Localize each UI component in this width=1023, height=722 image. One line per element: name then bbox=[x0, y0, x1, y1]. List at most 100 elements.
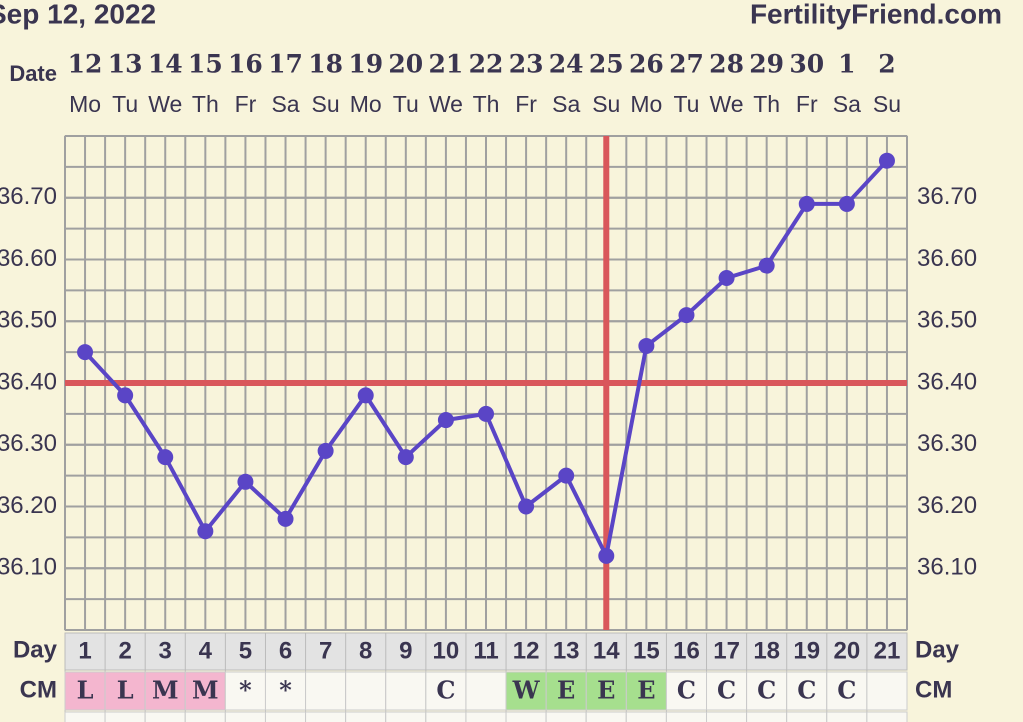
cm-value: C bbox=[797, 676, 816, 705]
day-number: 2 bbox=[118, 637, 131, 664]
cm-cell bbox=[505, 671, 547, 711]
date-label: 30 bbox=[789, 50, 824, 79]
day-number: 9 bbox=[399, 637, 412, 664]
date-label: 1 bbox=[838, 50, 855, 79]
weekday-label: Fr bbox=[796, 91, 818, 117]
day-number: 6 bbox=[279, 637, 292, 664]
temperature-point bbox=[77, 344, 94, 361]
date-label: 12 bbox=[68, 50, 103, 79]
date-label: 25 bbox=[589, 50, 624, 79]
weekday-label: Tu bbox=[112, 91, 138, 117]
next-cell bbox=[826, 711, 868, 722]
temperature-point bbox=[558, 467, 575, 484]
y-tick-label: 36.20 bbox=[917, 492, 977, 519]
day-number: 4 bbox=[199, 637, 213, 664]
cm-value: E bbox=[597, 676, 615, 705]
temperature-point bbox=[397, 449, 414, 466]
day-number: 19 bbox=[793, 637, 820, 664]
date-label: 17 bbox=[268, 50, 303, 79]
day-number: 1 bbox=[78, 637, 91, 664]
next-cell bbox=[786, 711, 828, 722]
row-label: CM bbox=[915, 676, 952, 703]
cm-value: C bbox=[837, 676, 856, 705]
y-tick-label: 36.70 bbox=[917, 183, 977, 210]
y-tick-label: 36.10 bbox=[0, 554, 57, 581]
chart-title: Sep 12, 2022 bbox=[0, 0, 156, 29]
temperature-point bbox=[638, 337, 655, 354]
cm-value: W bbox=[512, 676, 541, 705]
y-tick-label: 36.20 bbox=[0, 492, 57, 519]
cm-cell bbox=[345, 671, 387, 711]
weekday-label: We bbox=[429, 91, 463, 117]
date-label: Date bbox=[9, 61, 57, 86]
date-label: 24 bbox=[549, 50, 584, 79]
temperature-point bbox=[798, 195, 815, 212]
day-number: 11 bbox=[473, 637, 498, 664]
day-number: 12 bbox=[513, 637, 540, 664]
next-cell bbox=[465, 711, 507, 722]
weekday-label: Th bbox=[753, 91, 780, 117]
cm-cell bbox=[706, 671, 748, 711]
weekday-label: Tu bbox=[673, 91, 699, 117]
y-tick-label: 36.30 bbox=[917, 430, 977, 457]
next-cell bbox=[625, 711, 667, 722]
y-tick-label: 36.10 bbox=[917, 554, 977, 581]
row-label: Day bbox=[13, 636, 58, 663]
date-label: 14 bbox=[148, 50, 183, 79]
weekday-label: Mo bbox=[630, 91, 662, 117]
cm-cell bbox=[585, 671, 627, 711]
y-tick-label: 36.70 bbox=[0, 183, 57, 210]
cm-value: * bbox=[279, 676, 292, 705]
cm-cell bbox=[866, 671, 908, 711]
next-cell bbox=[224, 711, 266, 722]
temperature-point bbox=[758, 257, 775, 274]
temperature-point bbox=[317, 442, 334, 459]
temperature-point bbox=[478, 405, 494, 422]
next-cell bbox=[305, 711, 347, 722]
y-tick-label: 36.40 bbox=[0, 368, 57, 395]
y-tick-label: 36.30 bbox=[0, 430, 57, 457]
weekday-label: Mo bbox=[69, 91, 101, 117]
weekday-label: Mo bbox=[350, 91, 382, 117]
next-cell bbox=[746, 711, 788, 722]
date-label: 16 bbox=[228, 50, 263, 79]
next-cell bbox=[505, 711, 547, 722]
cm-value: L bbox=[117, 676, 134, 705]
next-cell bbox=[144, 711, 186, 722]
y-tick-label: 36.50 bbox=[0, 307, 57, 334]
temperature-point bbox=[437, 412, 454, 429]
next-cell bbox=[184, 711, 226, 722]
cm-cell bbox=[305, 671, 347, 711]
date-label: 20 bbox=[388, 50, 423, 79]
weekday-label: Fr bbox=[515, 91, 537, 117]
date-label: 2 bbox=[878, 50, 895, 79]
row-label: CM bbox=[20, 676, 57, 703]
next-cell bbox=[706, 711, 748, 722]
y-tick-label: 36.50 bbox=[917, 307, 977, 334]
day-number: 3 bbox=[159, 637, 172, 664]
date-label: 22 bbox=[469, 50, 504, 79]
cm-value: E bbox=[637, 676, 655, 705]
day-row bbox=[64, 632, 908, 671]
next-cell bbox=[866, 711, 908, 722]
day-number: 13 bbox=[553, 637, 580, 664]
cm-cell bbox=[545, 671, 587, 711]
cm-value: C bbox=[717, 676, 736, 705]
cm-cell bbox=[184, 671, 226, 711]
weekday-label: Su bbox=[592, 91, 620, 117]
y-tick-label: 36.60 bbox=[0, 245, 57, 272]
cm-cell bbox=[465, 671, 507, 711]
cm-cell bbox=[786, 671, 828, 711]
day-number: 18 bbox=[753, 637, 780, 664]
day-number: 16 bbox=[673, 637, 700, 664]
cm-value: C bbox=[436, 676, 455, 705]
temperature-point bbox=[117, 387, 134, 404]
next-cell bbox=[104, 711, 146, 722]
day-number: 14 bbox=[593, 637, 620, 664]
weekday-label: Su bbox=[873, 91, 901, 117]
next-cell bbox=[545, 711, 587, 722]
day-number: 5 bbox=[239, 637, 252, 664]
temperature-point bbox=[518, 498, 535, 515]
temperature-point bbox=[357, 387, 374, 404]
